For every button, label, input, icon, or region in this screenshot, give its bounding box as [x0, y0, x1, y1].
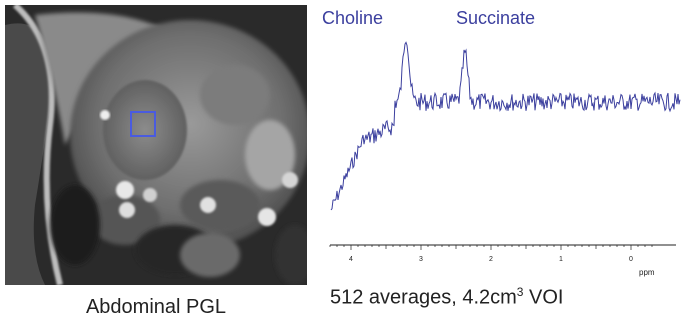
- spectrum-caption: 512 averages, 4.2cm3 VOI: [330, 285, 563, 310]
- peak-label-choline: Choline: [322, 8, 384, 28]
- caption-superscript: 3: [516, 285, 524, 299]
- x-axis-unit: ppm: [639, 268, 655, 277]
- caption-main: 512 averages, 4.2cm: [330, 286, 517, 309]
- caption-tail: VOI: [523, 286, 564, 309]
- spectrum-plot: 4 3 2 1 0 ppm: [329, 41, 681, 277]
- x-tick-label: 1: [559, 256, 563, 263]
- mrs-spectrum: 4 3 2 1 0 ppm: [320, 0, 681, 285]
- mri-scan-graphic: [5, 5, 307, 285]
- mri-caption: Abdominal PGL: [85, 296, 227, 318]
- spectrum-trace: [330, 41, 681, 211]
- x-tick-label: 2: [489, 256, 493, 263]
- mri-image: [5, 5, 307, 285]
- voi-box: [130, 111, 156, 137]
- x-tick-label: 0: [629, 256, 633, 263]
- x-tick-label: 3: [419, 256, 423, 263]
- x-tick-label: 4: [349, 256, 353, 263]
- peak-label-succinate: Succinate: [456, 8, 536, 28]
- spectrum-axis: 4 3 2 1 0 ppm: [329, 244, 676, 277]
